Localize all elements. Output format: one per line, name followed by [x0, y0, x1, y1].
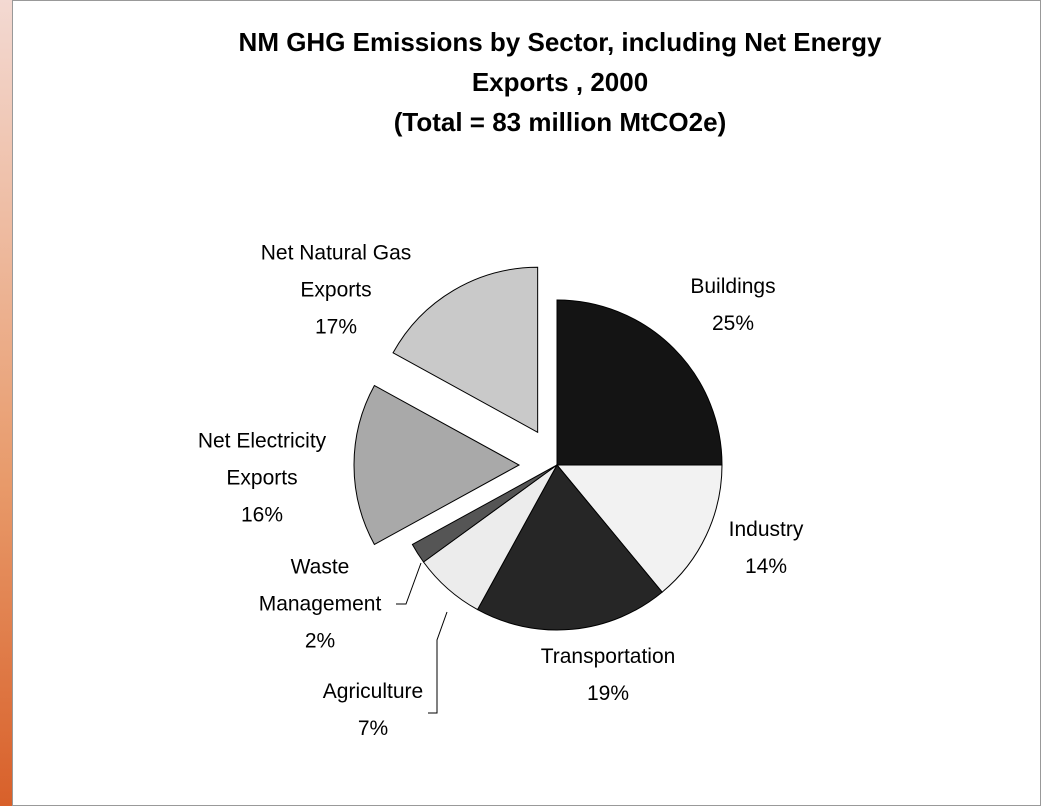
leader-line — [428, 611, 448, 714]
slice-label: Net Natural Gas Exports 17% — [226, 235, 446, 346]
slice-label: Buildings 25% — [643, 268, 823, 342]
leader-line — [396, 562, 422, 605]
pie-slice — [353, 384, 521, 546]
slice-name: Waste Management — [258, 555, 382, 616]
pie-slice — [555, 464, 723, 593]
slice-name: Industry — [728, 518, 804, 541]
slice-label: Industry 14% — [676, 511, 856, 585]
pie-slice — [411, 464, 558, 563]
slice-name: Buildings — [690, 275, 776, 298]
slice-name: Net Electricity Exports — [197, 429, 327, 490]
chart-title-block: NM GHG Emissions by Sector, including Ne… — [190, 22, 930, 142]
slice-percent: 19% — [586, 682, 630, 705]
slice-label: Transportation 19% — [498, 638, 718, 712]
slice-percent: 17% — [314, 315, 358, 339]
slice-percent: 14% — [744, 555, 788, 578]
chart-title: NM GHG Emissions by Sector, including Ne… — [238, 27, 882, 97]
slice-percent: 16% — [240, 503, 284, 527]
slice-name: Net Natural Gas Exports — [260, 241, 412, 302]
slice-percent: 7% — [357, 717, 389, 740]
slice-label: Net Electricity Exports 16% — [162, 423, 362, 534]
slice-label: Waste Management 2% — [235, 549, 405, 660]
side-strip — [0, 0, 12, 806]
pie-slice — [476, 464, 663, 631]
pie-slice — [392, 266, 539, 434]
pie-slice — [556, 299, 723, 466]
slice-percent: 2% — [304, 629, 336, 653]
slice-label: Agriculture 7% — [293, 673, 453, 747]
chart-subtitle: (Total = 83 million MtCO2e) — [393, 107, 727, 137]
slice-name: Transportation — [540, 645, 676, 668]
slice-percent: 25% — [711, 312, 755, 335]
slice-name: Agriculture — [322, 680, 424, 703]
